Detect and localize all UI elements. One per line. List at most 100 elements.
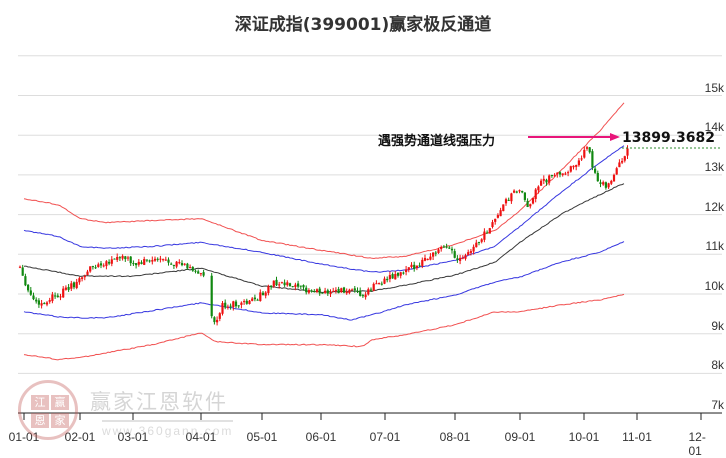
candle xyxy=(51,294,54,302)
candle xyxy=(272,280,275,287)
x-tick-label: 08-01 xyxy=(439,430,471,444)
upper_outer_red-line xyxy=(23,102,625,260)
candle xyxy=(40,303,43,306)
candle xyxy=(607,183,610,188)
candle xyxy=(396,272,400,276)
candle xyxy=(575,164,578,167)
candle xyxy=(162,259,165,261)
candle xyxy=(121,255,124,259)
candle xyxy=(464,255,467,259)
y-tick-label: 15k xyxy=(704,80,724,95)
candle xyxy=(423,257,427,261)
candle xyxy=(135,263,138,266)
candle xyxy=(486,232,489,234)
candle xyxy=(375,283,378,285)
candle xyxy=(288,283,292,287)
candle xyxy=(108,261,111,264)
arrow-head-icon xyxy=(610,133,620,141)
candle xyxy=(59,296,62,298)
candle xyxy=(577,160,580,166)
candle xyxy=(175,261,178,267)
candle xyxy=(372,283,375,291)
candle xyxy=(226,306,229,308)
x-tick-label: 09-01 xyxy=(504,430,536,444)
candle xyxy=(183,263,186,265)
candle xyxy=(91,266,94,268)
candle xyxy=(564,173,567,175)
candle xyxy=(199,273,202,275)
x-tick-label: 06-01 xyxy=(305,430,337,444)
candle xyxy=(313,290,316,292)
candle xyxy=(550,175,553,177)
y-tick-label: 11k xyxy=(705,239,724,254)
candle xyxy=(472,246,475,252)
candle xyxy=(521,190,524,193)
candle xyxy=(353,288,356,291)
gridlines xyxy=(18,55,722,414)
candle xyxy=(410,264,413,268)
candle xyxy=(383,278,386,284)
candlesticks xyxy=(18,145,629,326)
candle xyxy=(43,303,46,305)
y-tick-label: 9k xyxy=(711,318,724,333)
candle xyxy=(467,252,470,256)
candle xyxy=(143,259,146,265)
candle xyxy=(89,266,92,272)
candle xyxy=(62,288,65,298)
candle xyxy=(186,263,189,269)
candle xyxy=(280,282,283,284)
candle xyxy=(537,186,540,191)
candle xyxy=(429,256,432,260)
candle xyxy=(380,283,383,285)
candle xyxy=(615,168,618,175)
candle xyxy=(94,267,97,269)
upper_inner_blue-line xyxy=(23,145,625,273)
candle xyxy=(359,290,362,296)
candle xyxy=(475,242,478,248)
candle xyxy=(442,246,445,248)
candle xyxy=(569,166,572,172)
candle xyxy=(170,263,173,265)
candle xyxy=(448,247,451,249)
candle xyxy=(583,149,586,158)
candle xyxy=(64,287,67,290)
candle xyxy=(145,259,148,261)
candle xyxy=(445,246,448,248)
candle xyxy=(348,289,351,293)
candle xyxy=(275,279,278,286)
y-tick-label: 8k xyxy=(711,358,724,373)
candle xyxy=(45,302,49,305)
candle xyxy=(591,151,594,168)
candle xyxy=(542,178,545,181)
candle xyxy=(426,258,429,260)
candle xyxy=(116,256,119,260)
candle xyxy=(558,172,562,175)
candle xyxy=(221,303,224,314)
candle xyxy=(415,265,418,269)
candle xyxy=(151,260,154,262)
candle xyxy=(604,182,607,188)
x-tick-label: 12-01 xyxy=(688,430,706,458)
candle xyxy=(32,295,35,300)
candle xyxy=(488,228,491,234)
candle xyxy=(248,300,251,304)
candle xyxy=(588,147,591,153)
candle xyxy=(24,276,27,286)
candle xyxy=(99,263,103,266)
x-tick-label: 02-01 xyxy=(64,430,96,444)
candle xyxy=(391,274,394,279)
candle xyxy=(256,299,259,301)
candle xyxy=(132,263,135,265)
candle xyxy=(531,198,535,204)
candle xyxy=(599,182,602,184)
annotation-value: 13899.3682 xyxy=(622,130,715,146)
candle xyxy=(72,282,76,288)
candle xyxy=(407,267,410,270)
candle xyxy=(191,267,194,271)
candle xyxy=(270,285,273,288)
candle xyxy=(405,269,408,273)
candle xyxy=(504,199,508,204)
candle xyxy=(585,147,589,149)
candle xyxy=(453,251,456,258)
candle xyxy=(318,288,321,294)
